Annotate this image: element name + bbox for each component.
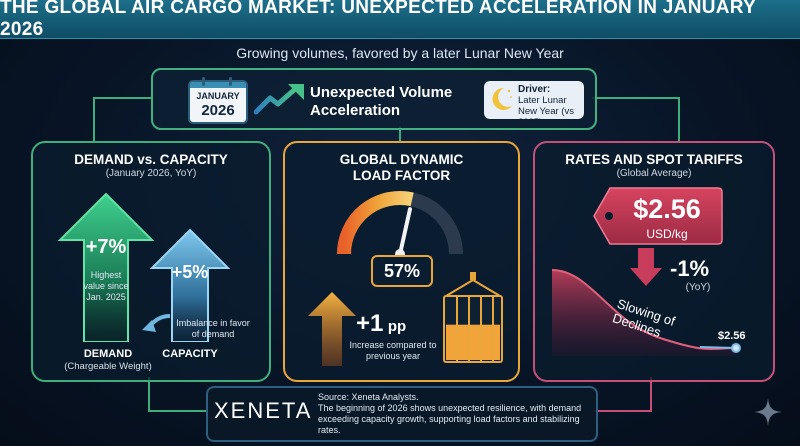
calendar-icon: JANUARY 2026 xyxy=(188,77,248,124)
headline-text: Unexpected Volume Acceleration xyxy=(310,84,480,120)
rates-title: RATES AND SPOT TARIFFS xyxy=(565,152,743,167)
demand-label: DEMAND xyxy=(83,348,133,360)
load-factor-change: +1 pp xyxy=(356,310,406,338)
moon-icon xyxy=(492,87,512,110)
connector-line xyxy=(678,97,680,143)
calendar-month: JANUARY xyxy=(196,91,240,101)
headline-line-2: Acceleration xyxy=(310,102,401,119)
demand-capacity-title: DEMAND vs. CAPACITY xyxy=(74,152,228,167)
page-title: THE GLOBAL AIR CARGO MARKET: UNEXPECTED … xyxy=(0,0,756,40)
footer-text: Source: Xeneta Analysts. The beginning o… xyxy=(318,392,590,436)
capacity-label: CAPACITY xyxy=(162,348,218,360)
capacity-value: +5% xyxy=(171,262,209,282)
demand-capacity-subtitle: (January 2026, YoY) xyxy=(105,168,197,179)
footer-description: The beginning of 2026 shows unexpected r… xyxy=(318,403,582,435)
trend-up-icon xyxy=(254,84,304,115)
driver-label: Driver: xyxy=(518,84,551,95)
capacity-arrow xyxy=(150,228,230,342)
sparkle-icon xyxy=(754,398,782,426)
demand-arrow xyxy=(58,192,154,342)
price-unit: USD/kg xyxy=(646,227,688,241)
rates-end-value: $2.56 xyxy=(718,330,746,342)
curved-arrow-icon xyxy=(142,314,171,332)
connector-line xyxy=(93,97,95,143)
connector-line xyxy=(148,377,150,411)
cargo-container-icon xyxy=(443,272,503,363)
headline-line-1: Unexpected Volume xyxy=(310,84,453,101)
driver-box xyxy=(484,81,584,119)
connector-line xyxy=(148,410,207,412)
rates-trend-chart xyxy=(551,269,741,356)
calendar-year: 2026 xyxy=(201,102,235,119)
title-bar: THE GLOBAL AIR CARGO MARKET: UNEXPECTED … xyxy=(0,0,800,40)
down-arrow-icon xyxy=(630,248,662,286)
load-factor-gauge xyxy=(337,190,463,259)
load-factor-value: 57% xyxy=(371,255,433,287)
change-value: +1 xyxy=(356,310,384,337)
imbalance-note: Imbalance in favor of demand xyxy=(176,318,250,339)
load-factor-title: GLOBAL DYNAMIC LOAD FACTOR xyxy=(283,152,520,184)
change-unit: pp xyxy=(387,318,407,335)
demand-sublabel: (Chargeable Weight) xyxy=(64,361,152,372)
demand-capacity-panel xyxy=(31,141,271,382)
page-subtitle: Growing volumes, favored by a later Luna… xyxy=(236,45,564,61)
rates-change-sub: (YoY) xyxy=(685,282,711,293)
load-factor-title-line-1: GLOBAL DYNAMIC xyxy=(339,152,464,167)
rates-subtitle: (Global Average) xyxy=(616,168,692,179)
container-fill xyxy=(446,324,500,360)
footer-box xyxy=(206,386,598,442)
demand-value: +7% xyxy=(85,236,127,258)
xeneta-logo: XENETA xyxy=(214,398,313,423)
load-factor-title-line-2: LOAD FACTOR xyxy=(352,168,451,183)
connector-line xyxy=(593,410,652,412)
driver-text: Later Lunar New Year (vs 2025) xyxy=(518,95,574,128)
connector-line xyxy=(592,97,679,99)
gauge-fill xyxy=(337,190,414,255)
footer-source: Source: Xeneta Analysts. xyxy=(318,392,419,402)
gauge-needle xyxy=(398,207,412,256)
connector-line xyxy=(399,126,401,142)
price-value: $2.56 xyxy=(633,194,701,224)
connector-line xyxy=(650,377,652,411)
change-note: Increase compared to previous year xyxy=(349,340,437,361)
connector-line xyxy=(93,97,153,99)
demand-note: Highest value since Jan. 2025 xyxy=(83,270,129,302)
rates-change: -1% xyxy=(670,256,710,281)
price-tag xyxy=(593,187,723,245)
increase-arrow xyxy=(308,292,356,366)
